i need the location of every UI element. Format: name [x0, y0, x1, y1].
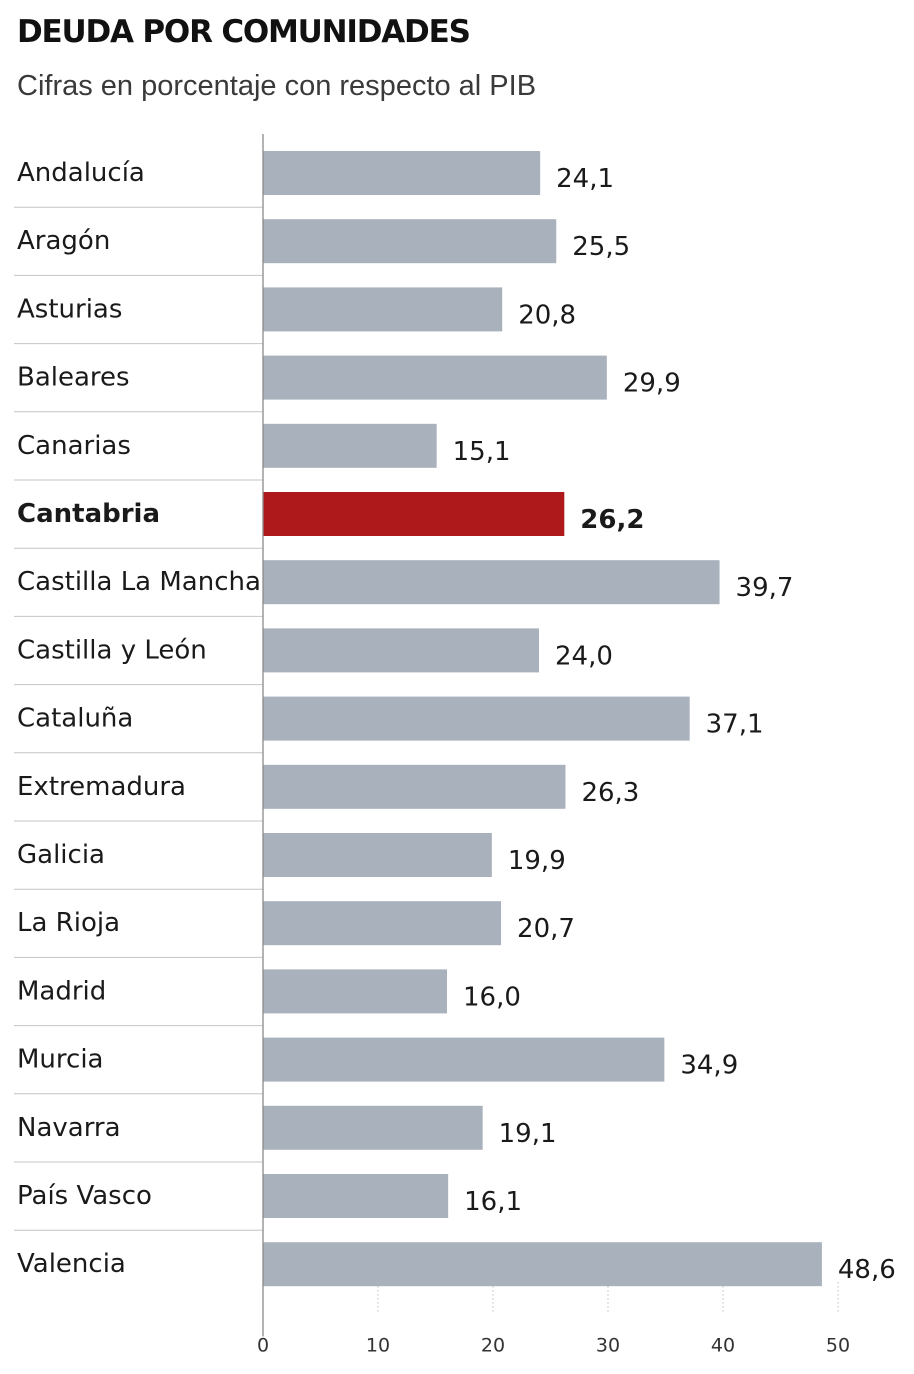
bar-13 — [263, 1037, 665, 1082]
x-tick-label: 30 — [596, 1334, 620, 1356]
category-label: Asturias — [17, 294, 122, 324]
bar-14 — [263, 1105, 483, 1150]
value-label: 15,1 — [453, 437, 511, 467]
bar-16 — [263, 1242, 822, 1287]
bar-11 — [263, 901, 502, 946]
x-tick-label: 40 — [711, 1334, 735, 1356]
category-label: Canarias — [17, 431, 131, 461]
value-label: 16,1 — [464, 1187, 522, 1217]
bar-0 — [263, 151, 541, 195]
value-label: 16,0 — [463, 982, 521, 1012]
bar-2 — [263, 287, 503, 332]
category-label: Castilla y León — [17, 635, 207, 665]
value-label: 19,9 — [508, 846, 566, 876]
bar-15 — [263, 1174, 449, 1218]
category-label: Galicia — [17, 840, 105, 870]
category-label: Aragón — [17, 226, 110, 256]
chart-subtitle: Cifras en porcentaje con respecto al PIB — [17, 70, 537, 102]
value-label: 25,5 — [572, 232, 630, 262]
x-tick-label: 20 — [481, 1334, 505, 1356]
category-label: Valencia — [17, 1249, 126, 1279]
category-label: La Rioja — [17, 908, 120, 938]
category-label: Baleares — [17, 363, 130, 393]
value-label: 24,1 — [556, 164, 614, 194]
value-label: 20,7 — [517, 914, 575, 944]
category-label: Murcia — [17, 1045, 103, 1075]
category-label: Madrid — [17, 976, 106, 1006]
chart-title: DEUDA POR COMUNIDADES — [17, 14, 471, 50]
bar-5 — [263, 492, 565, 536]
value-label: 37,1 — [706, 710, 764, 740]
value-label: 48,6 — [838, 1255, 896, 1285]
category-label: Navarra — [17, 1113, 121, 1143]
value-label: 19,1 — [499, 1119, 557, 1149]
bar-9 — [263, 764, 566, 809]
category-label: Extremadura — [17, 772, 186, 802]
value-label: 20,8 — [518, 300, 576, 330]
category-label: Cataluña — [17, 704, 133, 734]
value-label: 29,9 — [623, 369, 681, 399]
bar-3 — [263, 355, 607, 400]
bar-12 — [263, 969, 447, 1014]
value-label: 24,0 — [555, 641, 613, 671]
x-tick-label: 10 — [366, 1334, 390, 1356]
value-label: 26,3 — [581, 778, 639, 808]
bar-4 — [263, 423, 437, 468]
category-label: Castilla La Mancha — [17, 567, 261, 597]
category-label: Cantabria — [17, 499, 160, 529]
value-label: 39,7 — [736, 573, 794, 603]
x-tick-label: 50 — [826, 1334, 850, 1356]
bar-7 — [263, 628, 539, 673]
x-tick-label: 0 — [257, 1334, 269, 1356]
value-label: 34,9 — [680, 1051, 738, 1081]
value-label: 26,2 — [580, 505, 644, 535]
bar-8 — [263, 696, 690, 741]
bar-1 — [263, 219, 557, 264]
bar-6 — [263, 560, 720, 605]
bar-10 — [263, 833, 492, 877]
category-label: País Vasco — [17, 1181, 152, 1211]
category-label: Andalucía — [17, 158, 145, 188]
